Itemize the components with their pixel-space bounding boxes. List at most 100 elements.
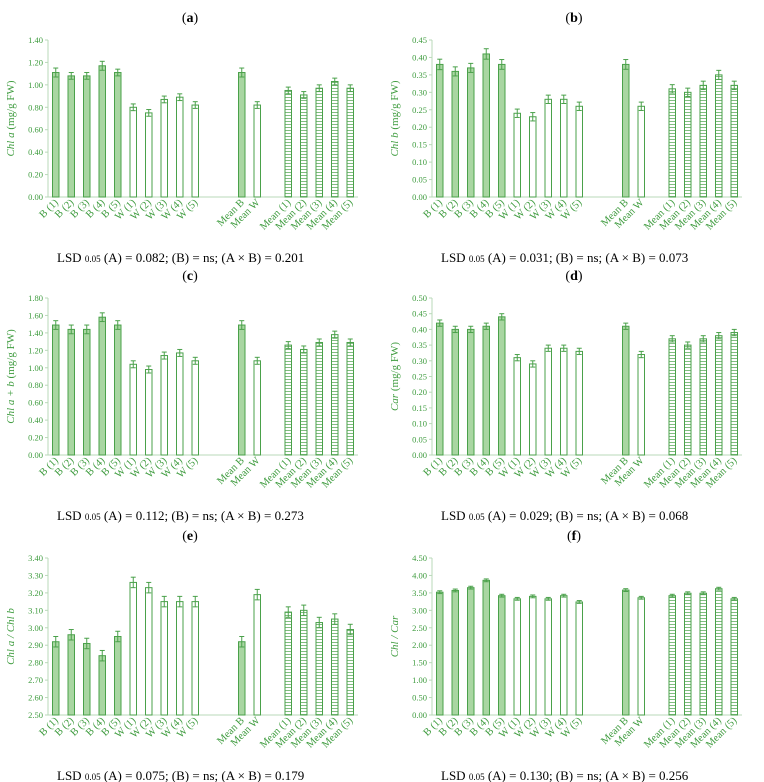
bar bbox=[67, 328, 75, 456]
bar bbox=[482, 579, 490, 716]
y-tick-label: 0.45 bbox=[412, 309, 427, 319]
y-tick-label: 0.00 bbox=[412, 710, 427, 720]
y-tick-label: 0.10 bbox=[412, 157, 427, 167]
y-tick-label: 0.00 bbox=[28, 450, 43, 460]
bar bbox=[253, 104, 261, 198]
bar bbox=[498, 316, 506, 456]
bar bbox=[145, 587, 153, 716]
bar bbox=[52, 72, 60, 198]
panel-f: (f) 0.00 0.50 1.00 1.50 2.00 2.50 3.00 3.50 4.00 4… bbox=[389, 529, 742, 782]
y-axis-label: Chl a (mg/g FW) bbox=[5, 80, 17, 156]
y-axis-label: Chl b (mg/g FW) bbox=[389, 80, 401, 156]
y-tick-label: 0.45 bbox=[412, 35, 427, 45]
bar bbox=[191, 601, 199, 716]
panel-title: (a) bbox=[182, 11, 199, 26]
bar bbox=[730, 598, 738, 716]
bar bbox=[513, 357, 521, 456]
bar bbox=[253, 360, 261, 456]
bar bbox=[284, 611, 292, 716]
bar bbox=[191, 360, 199, 456]
y-tick-label: 0.20 bbox=[28, 170, 43, 180]
y-tick-label: 0.60 bbox=[28, 398, 43, 408]
lsd-caption: LSD 0.05 (A) = 0.075; (B) = ns; (A × B) … bbox=[57, 768, 304, 782]
bar bbox=[238, 324, 246, 456]
y-tick-label: 2.00 bbox=[412, 640, 427, 650]
panel-title: (f) bbox=[567, 529, 581, 544]
bar bbox=[284, 89, 292, 198]
y-tick-label: 0.25 bbox=[412, 105, 427, 115]
bar bbox=[451, 328, 459, 456]
bar bbox=[637, 354, 645, 456]
y-tick-label: 4.50 bbox=[412, 553, 427, 563]
bar bbox=[346, 341, 354, 456]
bar bbox=[451, 70, 459, 198]
bar bbox=[238, 72, 246, 198]
y-tick-label: 0.15 bbox=[412, 403, 427, 413]
bar bbox=[560, 347, 568, 456]
bar bbox=[730, 332, 738, 456]
y-tick-label: 1.20 bbox=[28, 57, 43, 67]
bar bbox=[699, 592, 707, 716]
y-tick-label: 0.40 bbox=[28, 147, 43, 157]
bar bbox=[575, 105, 583, 198]
lsd-caption: LSD 0.05 (A) = 0.130; (B) = ns; (A × B) … bbox=[441, 768, 689, 782]
bar bbox=[436, 322, 444, 456]
bar bbox=[684, 592, 692, 716]
bar bbox=[622, 325, 630, 456]
bar bbox=[176, 352, 184, 456]
bar bbox=[684, 344, 692, 456]
panel-a: (a) 0.00 0.20 0.40 0.60 0.80 1.00 1.20 1.40 Chl a… bbox=[5, 11, 358, 265]
y-tick-label: 1.00 bbox=[28, 363, 43, 373]
bar bbox=[67, 634, 75, 716]
bar bbox=[436, 591, 444, 716]
bar bbox=[715, 335, 723, 456]
y-tick-label: 2.50 bbox=[412, 623, 427, 633]
bar bbox=[575, 601, 583, 716]
y-tick-label: 2.70 bbox=[28, 675, 43, 685]
bar bbox=[160, 601, 168, 716]
y-tick-label: 3.10 bbox=[28, 605, 43, 615]
y-tick-label: 3.20 bbox=[28, 588, 43, 598]
bar bbox=[129, 363, 137, 456]
y-tick-label: 0.00 bbox=[412, 192, 427, 202]
lsd-caption: LSD 0.05 (A) = 0.031; (B) = ns; (A × B) … bbox=[441, 250, 688, 265]
y-tick-label: 0.40 bbox=[412, 52, 427, 62]
bar bbox=[668, 88, 676, 198]
bar bbox=[83, 642, 91, 716]
bar bbox=[331, 80, 339, 198]
panel-title: (c) bbox=[182, 269, 198, 284]
y-tick-label: 2.60 bbox=[28, 693, 43, 703]
bar bbox=[575, 350, 583, 456]
y-tick-label: 0.35 bbox=[412, 70, 427, 80]
y-tick-label: 3.30 bbox=[28, 570, 43, 580]
bar bbox=[467, 67, 475, 198]
bar bbox=[145, 112, 153, 198]
bar bbox=[145, 369, 153, 456]
lsd-caption: LSD 0.05 (A) = 0.112; (B) = ns; (A × B) … bbox=[57, 508, 304, 523]
bar bbox=[315, 341, 323, 456]
y-tick-label: 0.30 bbox=[412, 87, 427, 97]
bar bbox=[331, 618, 339, 716]
bar bbox=[83, 328, 91, 456]
panel-e: (e) 2.50 2.60 2.70 2.80 2.90 3.00 3.10 3.20 3.30 3… bbox=[5, 529, 358, 782]
bar bbox=[176, 96, 184, 198]
bar bbox=[730, 84, 738, 198]
y-tick-label: 0.80 bbox=[28, 380, 43, 390]
bar bbox=[529, 116, 537, 198]
bar bbox=[346, 629, 354, 716]
y-tick-label: 0.05 bbox=[412, 434, 427, 444]
y-axis-label: Chl a / Chl b bbox=[5, 608, 17, 665]
bar bbox=[98, 655, 106, 716]
bar bbox=[114, 324, 122, 456]
bar bbox=[114, 72, 122, 198]
lsd-caption: LSD 0.05 (A) = 0.082; (B) = ns; (A × B) … bbox=[57, 250, 304, 265]
y-tick-label: 0.20 bbox=[412, 122, 427, 132]
bar bbox=[451, 589, 459, 716]
bar bbox=[83, 75, 91, 198]
y-tick-label: 3.00 bbox=[412, 605, 427, 615]
bar bbox=[346, 87, 354, 198]
y-tick-label: 0.20 bbox=[412, 387, 427, 397]
bar bbox=[544, 598, 552, 716]
y-tick-label: 0.20 bbox=[28, 433, 43, 443]
